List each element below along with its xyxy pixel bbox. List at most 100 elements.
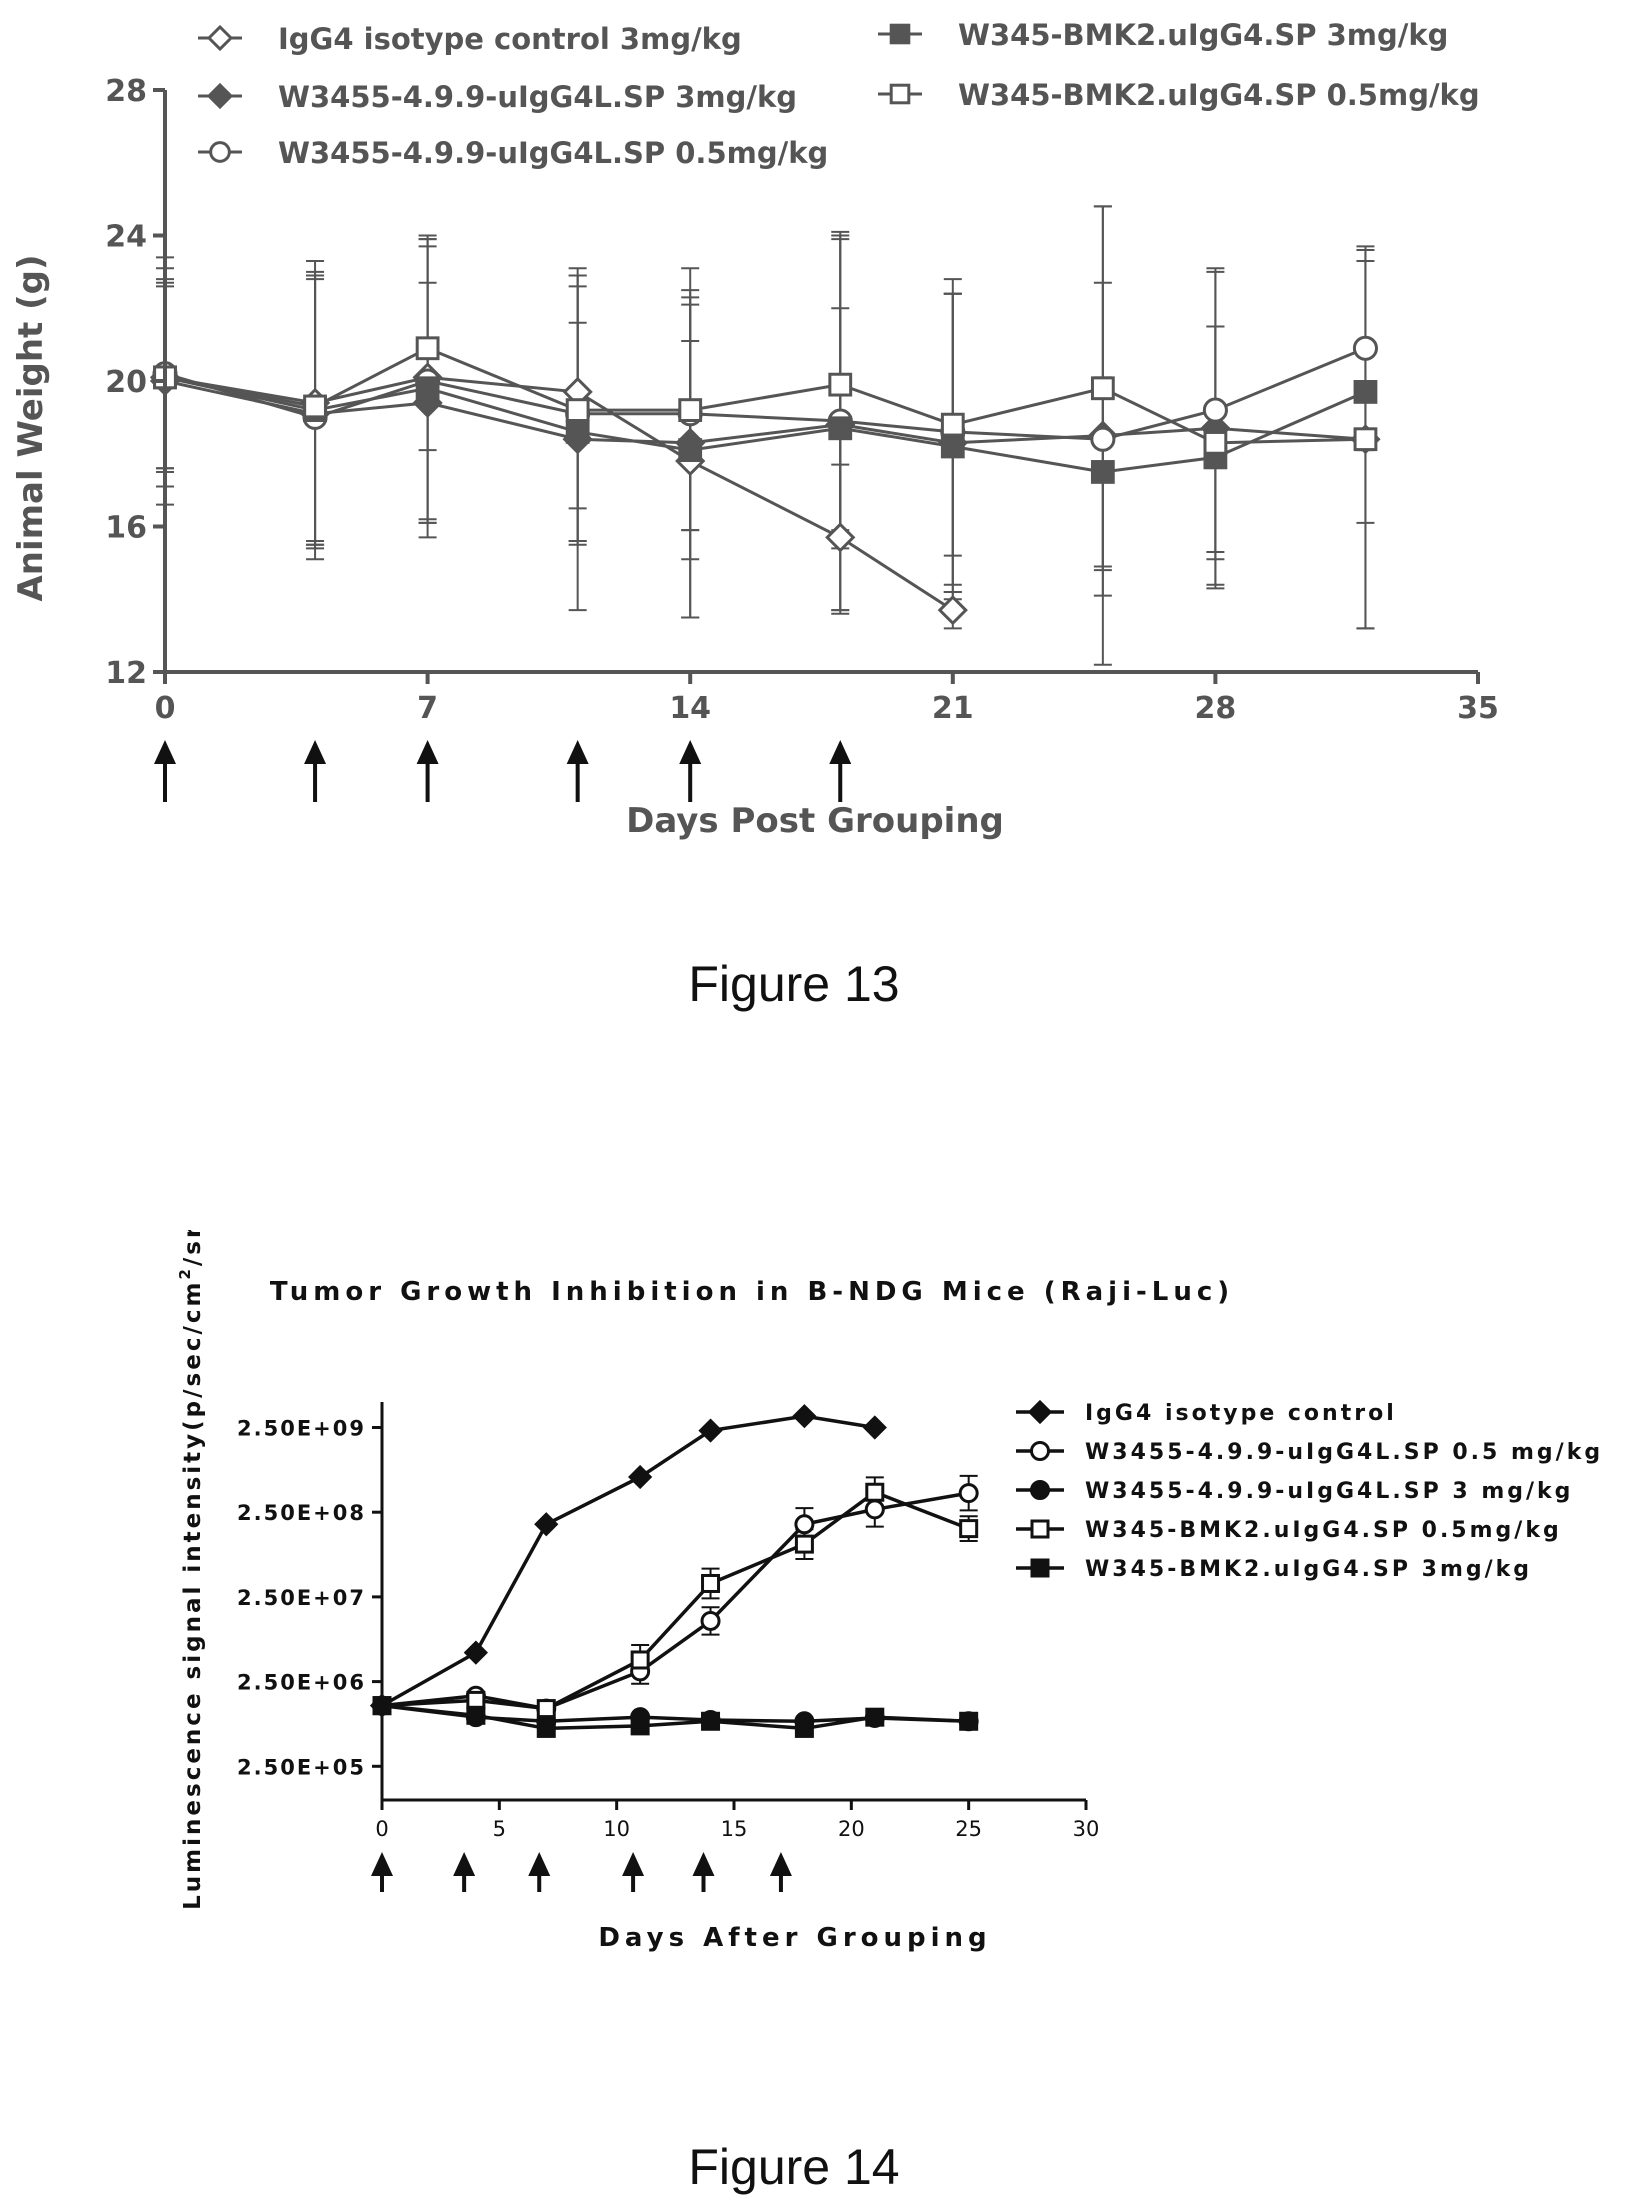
figure-13-data-point (678, 398, 703, 423)
figure-14-legend: IgG4 isotype control W3455-4.9.9-uIgG4L.S… (1016, 1399, 1603, 1582)
figure-14-legend-marker (1030, 1441, 1050, 1461)
figure-13-data-point (1353, 427, 1378, 452)
figure-14-data-point (865, 1707, 885, 1727)
figure-13-data-point (1202, 397, 1228, 423)
figure-13-data-point (825, 522, 856, 553)
figure-14-y-tick-label: 2.50E+05 (237, 1755, 366, 1779)
figure-13-y-tick-label: 20 (105, 365, 147, 400)
figure-14-data-point (865, 1482, 885, 1502)
figure-13-y-axis-label: Animal Weight (g) (11, 254, 51, 601)
figure-13-data-point (940, 412, 965, 437)
figure-13-data-point (1352, 335, 1379, 361)
figure-13-data-point (940, 434, 965, 459)
figure-14-data-point (630, 1650, 650, 1670)
figure-14-y-tick-label: 2.50E+08 (237, 1501, 366, 1525)
figure-13-legend-marker (206, 82, 234, 110)
figure-14-data-point (630, 1716, 650, 1736)
figure-13-caption: Figure 13 (688, 956, 900, 1012)
figure-14-data-point (862, 1415, 887, 1440)
figure-13-series-line (164, 346, 1367, 441)
figure-14-x-tick-label: 20 (838, 1817, 865, 1841)
figure-14-data-point (701, 1711, 721, 1731)
figure-13-x-tick-label: 0 (155, 691, 176, 726)
figure-14-legend-label: W345-BMK2.uIgG4.SP 3mg/kg (1085, 1557, 1532, 1582)
figure-13-data-point (303, 394, 327, 419)
figure-13-data-point (678, 438, 703, 463)
figure-14-data-point (701, 1573, 721, 1593)
figure-13-x-tick-label: 14 (669, 691, 711, 726)
figure-13-legend-marker (889, 23, 911, 45)
figure-14-series-line (381, 1490, 970, 1711)
figure-13-legend-label: W345-BMK2.uIgG4.SP 3mg/kg (958, 18, 1448, 52)
figure-14-data-point (534, 1512, 559, 1537)
figure-14-data-point (698, 1418, 723, 1443)
figure-14-dosing-arrow (371, 1852, 393, 1892)
figure-14-x-tick-label: 30 (1073, 1817, 1100, 1841)
figure-14-data-point (794, 1718, 814, 1738)
figure-14-legend-item: W345-BMK2.uIgG4.SP 3mg/kg (1016, 1557, 1532, 1582)
figure-14-y-axis-label-main: Luminescence signal intensity(p/sec/cm (180, 1280, 206, 1910)
figure-13-legend-label: W345-BMK2.uIgG4.SP 0.5mg/kg (958, 78, 1480, 112)
figure-14-series-line (381, 1703, 969, 1731)
figure-13-legend-label: IgG4 isotype control 3mg/kg (278, 22, 742, 56)
figure-14-data-point (536, 1699, 556, 1719)
figure-13-y-tick-label: 16 (105, 511, 147, 546)
figure-14-dosing-arrow (622, 1852, 645, 1892)
figure-14-chart: Tumor Growth Inhibition in B-NDG Mice (R… (176, 1230, 1603, 1953)
figure-13-data-point (1203, 430, 1228, 455)
figure-13-y-tick-label: 24 (105, 220, 147, 255)
figure-14-data-point (794, 1534, 814, 1554)
figure-14-legend-label: W3455-4.9.9-uIgG4L.SP 0.5 mg/kg (1085, 1440, 1603, 1465)
figure-13-x-tick-label: 28 (1195, 691, 1237, 726)
figure-14-legend-marker (1030, 1519, 1050, 1539)
figure-14-legend-item: W3455-4.9.9-uIgG4L.SP 3 mg/kg (1016, 1479, 1573, 1504)
figure-13-data-point (565, 420, 590, 444)
figure-14-data-point (628, 1464, 653, 1490)
figure-14-series-line (381, 1414, 876, 1708)
figure-14-data-point (463, 1640, 488, 1665)
figure-14-data-point (794, 1514, 815, 1535)
figure-14-data-point (700, 1610, 721, 1631)
figure-13-x-tick-label: 21 (932, 691, 974, 726)
figure-14-y-axis-label: Luminescence signal intensity(p/sec/cm2/… (176, 1230, 206, 1910)
figure-14-caption: Figure 14 (688, 2139, 900, 2195)
figure-14-legend-item: IgG4 isotype control (1016, 1399, 1397, 1426)
figure-13-legend-item: IgG4 isotype control 3mg/kg (198, 22, 742, 56)
figure-14-x-tick-label: 15 (721, 1817, 748, 1841)
figure-13-x-tick-label: 35 (1457, 691, 1499, 726)
figure-13-dosing-arrow (154, 740, 176, 802)
figure-13-legend-marker (889, 83, 911, 105)
figure-13-legend-item: W345-BMK2.uIgG4.SP 3mg/kg (878, 18, 1448, 52)
figure-13-dosing-arrow (416, 740, 439, 802)
figure-14-legend-marker (1030, 1558, 1050, 1578)
figure-14-y-tick-label: 2.50E+07 (237, 1586, 366, 1610)
figure-13-chart: IgG4 isotype control 3mg/kg W3455-4.9.9-u… (11, 18, 1499, 841)
figure-14-x-tick-label: 25 (955, 1817, 982, 1841)
figure-14-x-axis-label: Days After Grouping (598, 1923, 991, 1953)
figure-13-data-point (937, 595, 968, 626)
figure-14-data-point (536, 1718, 556, 1738)
figure-13-data-point (415, 336, 440, 361)
figure-13-dosing-arrow (679, 740, 702, 802)
figure-13-dosing-arrow (829, 740, 852, 802)
figure-14-legend-label: W3455-4.9.9-uIgG4L.SP 3 mg/kg (1085, 1479, 1573, 1504)
figure-14-series-line (381, 1491, 969, 1711)
figure-14-data-point (959, 1519, 979, 1539)
figure-13-data-point (1090, 460, 1115, 484)
figure-14-series-lines (381, 1414, 970, 1731)
figure-13-data-point (1090, 426, 1116, 452)
figure-13-series-lines (164, 346, 1367, 612)
figure-14-dosing-arrows (371, 1852, 792, 1892)
figure-14-y-axis-label-tail: /sr) (180, 1230, 206, 1266)
figure-14-legend-label: IgG4 isotype control (1085, 1401, 1397, 1426)
figure-14-y-tick-label: 2.50E+09 (237, 1416, 366, 1440)
figure-14-dosing-arrow (692, 1852, 715, 1892)
figure-14-dosing-arrow (528, 1852, 551, 1892)
figure-13-series-line (164, 375, 1367, 474)
figure-14-legend-item: W3455-4.9.9-uIgG4L.SP 0.5 mg/kg (1016, 1440, 1603, 1465)
figure-13-series-line (164, 379, 1366, 445)
figure-13-legend-marker (206, 24, 234, 52)
figure-13-series-markers (149, 335, 1381, 626)
figure-13-series-line (164, 346, 1366, 445)
figure-14-dosing-arrow (769, 1852, 792, 1892)
